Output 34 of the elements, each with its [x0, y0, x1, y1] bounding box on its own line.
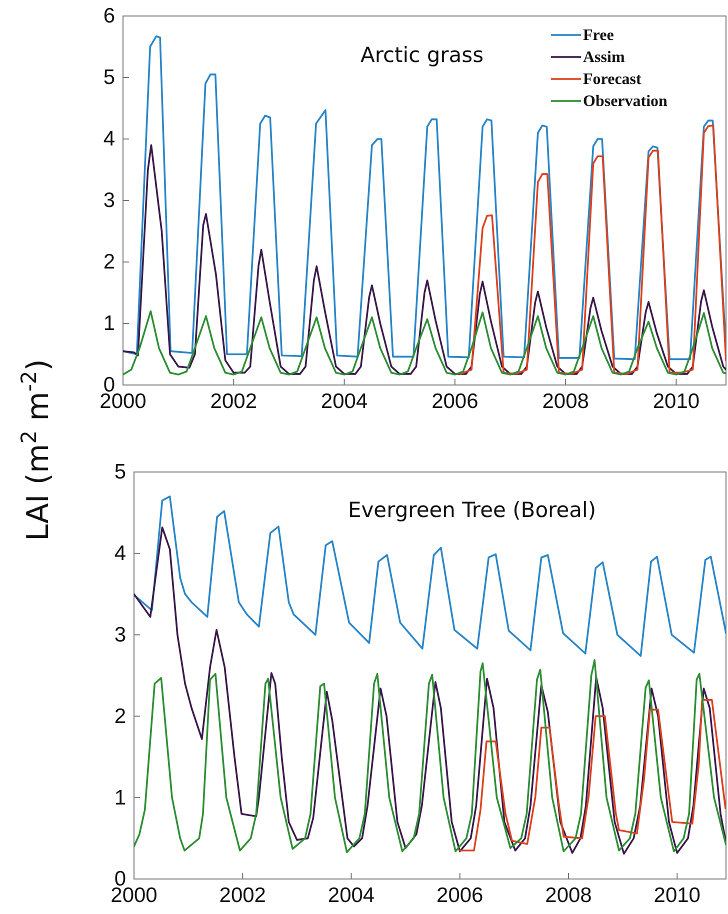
- y-tick-label: 4: [103, 128, 116, 151]
- y-tick-label: 3: [103, 189, 115, 212]
- y-tick-label: 6: [103, 4, 115, 28]
- x-tick-label: 2002: [210, 390, 257, 413]
- x-tick-label: 2004: [328, 884, 375, 907]
- x-tick-label: 2010: [652, 390, 700, 413]
- x-tick-label: 2006: [436, 884, 484, 907]
- legend-label: Observation: [583, 93, 668, 110]
- line-series: [134, 496, 726, 657]
- line-series: [460, 124, 726, 375]
- legend-label: Assim: [583, 49, 626, 66]
- legend-label: Free: [583, 27, 614, 44]
- x-tick-label: 2002: [219, 884, 266, 907]
- x-tick-label: 2010: [654, 884, 700, 907]
- x-tick-label: 2006: [432, 390, 478, 413]
- x-tick-label: 2008: [545, 884, 592, 907]
- y-tick-label: 2: [114, 704, 126, 728]
- y-tick-label: 5: [103, 66, 115, 90]
- y-tick-label: 4: [114, 542, 126, 566]
- x-tick-label: 2008: [542, 390, 589, 413]
- y-tick-label: 3: [114, 624, 126, 647]
- y-tick-label: 1: [114, 786, 126, 810]
- y-tick-label: 1: [103, 312, 115, 336]
- x-tick-label: 2004: [320, 390, 368, 413]
- line-series: [458, 699, 726, 852]
- line-series: [134, 659, 726, 854]
- y-tick-label: 2: [103, 250, 115, 274]
- legend-label: Forecast: [583, 71, 642, 88]
- y-tick-label: 5: [114, 460, 126, 484]
- text: Evergreen Tree (Boreal): [348, 498, 596, 522]
- line-series: [123, 144, 726, 375]
- line-series: [134, 526, 726, 855]
- line-series: [123, 310, 726, 376]
- text: Arctic grass: [360, 43, 484, 67]
